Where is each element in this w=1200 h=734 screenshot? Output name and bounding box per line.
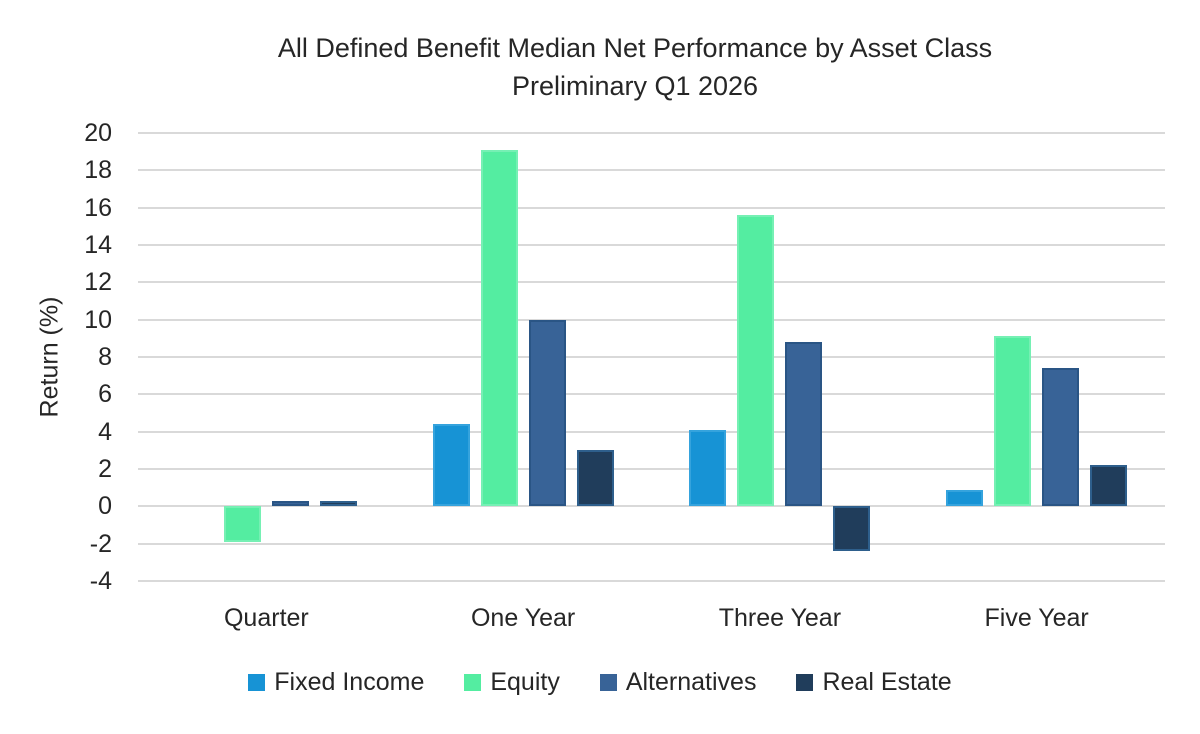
gridline bbox=[138, 393, 1165, 396]
legend-label: Real Estate bbox=[822, 668, 952, 696]
y-tick-label: 8 bbox=[98, 343, 112, 371]
y-tick-label: 18 bbox=[84, 156, 112, 185]
legend-swatch-icon bbox=[599, 674, 617, 691]
gridline bbox=[138, 318, 1165, 321]
legend-item: Alternatives bbox=[599, 668, 757, 697]
y-tick-label: 16 bbox=[84, 193, 112, 222]
x-category-label: Five Year bbox=[984, 604, 1089, 632]
bar-equity-three-year bbox=[737, 215, 775, 507]
bar-fixed-income-one-year bbox=[432, 424, 470, 507]
legend-item: Fixed Income bbox=[248, 668, 424, 697]
y-tick-label: 12 bbox=[84, 268, 112, 297]
gridline bbox=[138, 244, 1165, 246]
gridline bbox=[138, 169, 1165, 172]
bar-real-estate-three-year bbox=[833, 506, 871, 552]
bar-alternatives-one-year bbox=[528, 319, 566, 507]
x-category-label: Three Year bbox=[718, 604, 842, 632]
gridline bbox=[138, 281, 1165, 284]
bar-fixed-income-five-year bbox=[946, 489, 984, 507]
legend-label: Alternatives bbox=[625, 668, 757, 696]
legend-swatch-icon bbox=[796, 674, 814, 691]
plot-area bbox=[138, 132, 1165, 582]
bar-equity-one-year bbox=[480, 149, 518, 507]
gridline bbox=[138, 505, 1165, 508]
gridline bbox=[138, 132, 1165, 134]
y-tick-label: 14 bbox=[84, 231, 112, 259]
gridline bbox=[138, 430, 1165, 433]
y-tick-label: -4 bbox=[89, 567, 112, 595]
x-category-label: Quarter bbox=[223, 604, 309, 632]
bar-real-estate-five-year bbox=[1090, 465, 1128, 507]
legend-swatch-icon bbox=[464, 674, 482, 691]
legend-label: Equity bbox=[490, 668, 560, 696]
legend-label: Fixed Income bbox=[274, 668, 425, 696]
y-tick-label: 4 bbox=[98, 417, 112, 446]
y-tick-label: -2 bbox=[89, 529, 112, 558]
bar-alternatives-quarter bbox=[271, 500, 309, 507]
bar-fixed-income-three-year bbox=[689, 429, 727, 507]
legend: Fixed Income Equity Alternatives Real Estat… bbox=[0, 668, 1200, 697]
gridline bbox=[138, 468, 1165, 470]
bar-real-estate-quarter bbox=[319, 500, 357, 507]
legend-item: Equity bbox=[464, 668, 560, 697]
bar-alternatives-five-year bbox=[1042, 368, 1080, 507]
bar-real-estate-one-year bbox=[576, 450, 614, 507]
gridline bbox=[138, 580, 1165, 582]
legend-swatch-icon bbox=[248, 674, 266, 691]
y-tick-label: 20 bbox=[84, 119, 112, 147]
y-tick-label: 2 bbox=[98, 455, 112, 483]
bar-equity-five-year bbox=[994, 336, 1032, 507]
gridline bbox=[138, 356, 1165, 358]
bar-equity-quarter bbox=[223, 506, 261, 542]
bar-alternatives-three-year bbox=[785, 342, 823, 507]
chart-title: All Defined Benefit Median Net Performan… bbox=[70, 29, 1200, 105]
chart-title-line2: Preliminary Q1 2026 bbox=[511, 71, 759, 101]
gridline bbox=[138, 542, 1165, 545]
chart-title-line1: All Defined Benefit Median Net Performan… bbox=[277, 33, 993, 63]
y-tick-label: 0 bbox=[98, 492, 112, 521]
gridline bbox=[138, 206, 1165, 209]
legend-item: Real Estate bbox=[796, 668, 952, 697]
y-tick-label: 10 bbox=[84, 305, 112, 334]
x-category-label: One Year bbox=[470, 604, 576, 632]
y-tick-label: 6 bbox=[98, 380, 112, 409]
